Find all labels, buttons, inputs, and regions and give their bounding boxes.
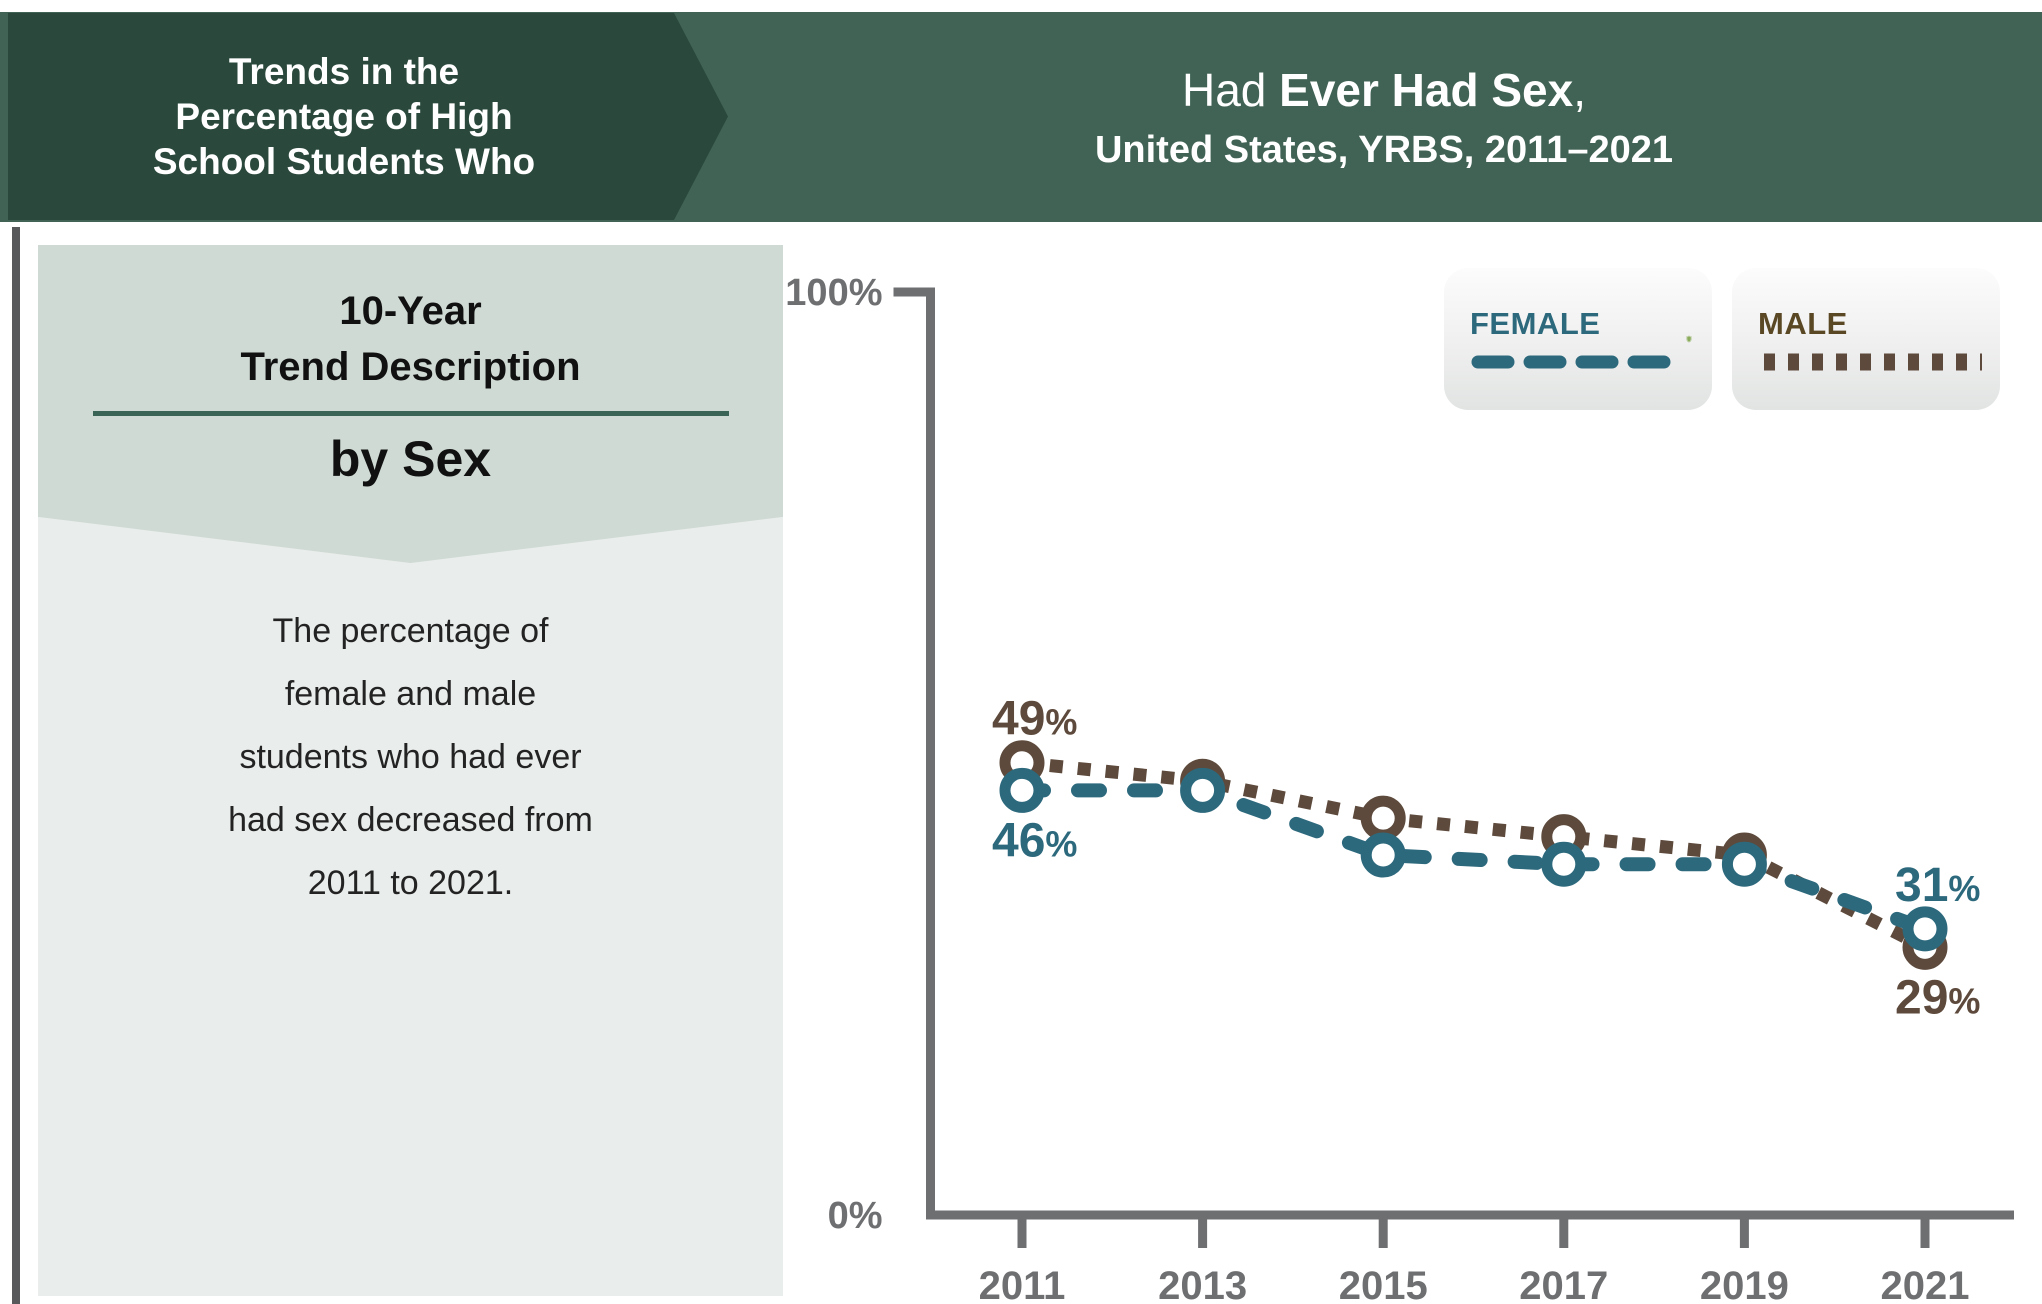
- panel-subheading: by Sex: [329, 431, 492, 487]
- x-axis-label-2015: 2015: [1339, 1264, 1428, 1304]
- divider-line: [92, 411, 729, 416]
- y-axis-label-0: 0%: [828, 1195, 883, 1237]
- legend-male-label: MALE: [1758, 306, 1848, 341]
- description-line: 2011 to 2021.: [307, 864, 514, 902]
- chart-subtitle: United States, YRBS, 2011–2021: [1094, 128, 1674, 171]
- trend-description-panel: 10-Year Trend Description by Sex The per…: [38, 245, 783, 1296]
- chart-title-line1: Had Ever Had Sex,: [1182, 63, 1586, 117]
- female-data-point: [1721, 841, 1767, 887]
- trend-description-text: The percentage of female and male studen…: [38, 600, 783, 915]
- female-data-point: [1902, 906, 1948, 952]
- title-suffix: ,: [1573, 63, 1586, 116]
- male-data-point: [1360, 795, 1406, 841]
- title-prefix: Had: [1181, 63, 1280, 116]
- panel-heading-line2: Trend Description: [240, 345, 581, 389]
- header-band: Trends in the Percentage of High School …: [0, 12, 2042, 222]
- description-line: had sex decreased from: [228, 801, 593, 839]
- description-line: students who had ever: [239, 738, 582, 776]
- legend-female: FEMALE: [1444, 268, 1712, 410]
- male-point-label: 49%: [992, 693, 1077, 746]
- legend-female-key: FEMALE: [1470, 306, 1686, 372]
- left-title-line: Trends in the: [228, 51, 460, 92]
- female-trend-line: [1015, 783, 1932, 936]
- x-axis-label-2021: 2021: [1881, 1264, 1970, 1304]
- left-title-line: School Students Who: [152, 141, 536, 182]
- male-dotted-line-sample: [1764, 353, 1982, 371]
- female-point-label: 46%: [992, 814, 1077, 867]
- female-data-point: [1541, 841, 1587, 887]
- left-border-line: [12, 227, 20, 1304]
- title-topic: Ever Had Sex: [1279, 63, 1574, 116]
- header-chevron: Trends in the Percentage of High School …: [8, 13, 728, 220]
- x-axis-label-2019: 2019: [1700, 1264, 1789, 1304]
- description-line: The percentage of: [272, 612, 549, 650]
- chart-title: Had Ever Had Sex, United States, YRBS, 2…: [726, 12, 2042, 222]
- y-axis-label-100: 100%: [785, 272, 882, 314]
- shield-icon: [1686, 335, 1692, 343]
- x-axis-label-2011: 2011: [979, 1264, 1066, 1304]
- female-data-point: [1360, 832, 1406, 878]
- female-dashed-line-sample: [1471, 355, 1686, 369]
- female-data-point: [1180, 767, 1226, 813]
- panel-heading-line1: 10-Year: [339, 289, 482, 333]
- female-point-label: 31%: [1895, 859, 1980, 912]
- male-point-label: 29%: [1895, 971, 1980, 1024]
- left-title-line: Percentage of High: [175, 96, 513, 137]
- x-axis-label-2013: 2013: [1158, 1264, 1247, 1304]
- legend-female-label: FEMALE: [1470, 306, 1601, 341]
- legend-male-key: MALE: [1758, 306, 1986, 372]
- legend-male: MALE: [1732, 268, 2000, 410]
- description-line: female and male: [284, 675, 537, 713]
- male-trend-line: [1021, 756, 1928, 954]
- x-axis-label-2017: 2017: [1519, 1264, 1608, 1304]
- female-data-point: [999, 767, 1045, 813]
- panel-header: 10-Year Trend Description by Sex: [38, 245, 783, 563]
